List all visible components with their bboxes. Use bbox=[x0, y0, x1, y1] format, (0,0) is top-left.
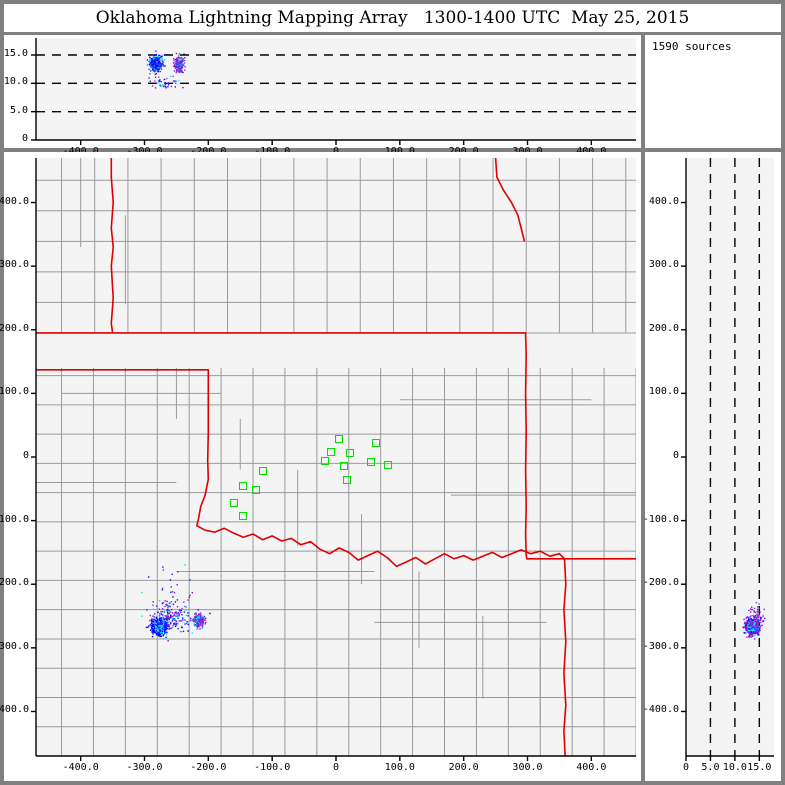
axis-tick-label: 10.0 bbox=[3, 76, 28, 88]
axis-tick-label: -100.0 bbox=[254, 762, 291, 773]
axis-tick-label: 100.0 bbox=[0, 386, 29, 398]
lma-station-marker bbox=[339, 461, 348, 470]
plan-view-map-plot bbox=[36, 158, 636, 756]
axis-tick-label: 200.0 bbox=[0, 322, 29, 334]
axis-tick-label: 200.0 bbox=[448, 762, 479, 773]
altitude-north-south-axes bbox=[681, 158, 774, 761]
axis-tick-label: 15.0 bbox=[3, 48, 28, 59]
lma-station-marker bbox=[258, 466, 267, 475]
axis-tick-label: 0 bbox=[333, 146, 339, 157]
axis-tick-label: -200.0 bbox=[190, 146, 226, 157]
axis-tick-label: -300.0 bbox=[126, 146, 162, 157]
lma-station-marker bbox=[343, 475, 352, 484]
plan-view-lightning-sources bbox=[141, 564, 211, 642]
axis-tick-label: 15.0 bbox=[747, 762, 772, 773]
axis-tick-label: 200.0 bbox=[449, 146, 479, 157]
axis-tick-label: -100.0 bbox=[0, 513, 29, 525]
axis-tick-label: -400.0 bbox=[63, 146, 99, 157]
axis-tick-label: 300.0 bbox=[648, 259, 679, 271]
axis-tick-label: -200.0 bbox=[642, 577, 679, 589]
axis-tick-label: -400.0 bbox=[0, 704, 29, 716]
axis-tick-label: -100.0 bbox=[642, 513, 679, 525]
axis-tick-label: -200.0 bbox=[190, 762, 227, 773]
lma-station-marker bbox=[384, 460, 393, 469]
axis-tick-label: 0 bbox=[672, 450, 679, 461]
county-and-state-boundaries bbox=[36, 158, 636, 756]
axis-tick-label: 0 bbox=[22, 450, 29, 461]
axis-tick-label: -300.0 bbox=[126, 762, 163, 773]
lma-station-marker bbox=[371, 439, 380, 447]
axis-tick-label: -400.0 bbox=[642, 704, 679, 716]
lma-station-marker bbox=[367, 458, 376, 467]
axis-tick-label: 100.0 bbox=[648, 386, 679, 398]
axis-tick-label: -200.0 bbox=[0, 577, 29, 589]
lma-station-marker bbox=[229, 498, 238, 507]
source-count-panel: 1590 sources bbox=[645, 35, 781, 148]
source-count-label: 1590 sources bbox=[652, 40, 732, 53]
axis-tick-label: -400.0 bbox=[62, 762, 99, 773]
axis-tick-label: 5.0 bbox=[9, 104, 28, 116]
altitude-north-south-plot bbox=[686, 158, 774, 756]
axis-tick-label: 400.0 bbox=[648, 195, 679, 207]
axis-tick-label: 400.0 bbox=[0, 195, 29, 207]
page-title: Oklahoma Lightning Mapping Array 1300-14… bbox=[95, 8, 690, 28]
plan-view-map-panel: -400.0 -300.0 -200.0 -100.0 0 100.0 200.0 300.0… bbox=[0, 152, 641, 781]
axis-tick-label: 300.0 bbox=[512, 762, 543, 773]
axis-tick-label: 0 bbox=[21, 133, 28, 144]
altitude-east-west-sources bbox=[36, 50, 636, 113]
axis-tick-label: -100.0 bbox=[254, 146, 290, 157]
axis-tick-label: 0 bbox=[332, 762, 340, 773]
axis-tick-label: 10.0 bbox=[722, 762, 747, 773]
axis-tick-label: 5.0 bbox=[701, 762, 720, 773]
axis-tick-label: 400.0 bbox=[576, 762, 607, 773]
altitude-north-south-panel: -400.0 -300.0 -200.0 -100.0 0 100.0 200.0 300.0… bbox=[642, 152, 781, 781]
axis-tick-label: 300.0 bbox=[0, 259, 29, 271]
axis-tick-label: 400.0 bbox=[576, 146, 606, 157]
altitude-east-west-plot bbox=[36, 38, 636, 140]
lma-station-marker bbox=[239, 511, 248, 520]
lma-station-marker bbox=[346, 449, 355, 458]
lma-station-marker bbox=[335, 435, 344, 444]
axis-tick-label: -300.0 bbox=[642, 640, 679, 652]
altitude-north-south-sources bbox=[709, 158, 766, 756]
axis-tick-label: 0 bbox=[682, 762, 690, 773]
plan-view-map-axes bbox=[31, 158, 636, 761]
axis-tick-label: 300.0 bbox=[512, 146, 542, 157]
lma-station-marker bbox=[239, 481, 248, 490]
altitude-east-west-axes bbox=[31, 38, 636, 145]
lma-station-marker bbox=[320, 456, 329, 465]
axis-tick-label: 200.0 bbox=[648, 322, 679, 334]
axis-tick-label: 100.0 bbox=[385, 146, 415, 157]
title-bar: Oklahoma Lightning Mapping Array 1300-14… bbox=[4, 4, 781, 32]
axis-tick-label: 100.0 bbox=[384, 762, 415, 773]
lma-station-marker bbox=[326, 447, 335, 456]
lma-station-marker bbox=[252, 486, 261, 495]
axis-tick-label: -300.0 bbox=[0, 640, 29, 652]
altitude-east-west-panel: 0 5.0 10.0 15.0 -400.0 -300.0 -200.0 -100.0 0 100… bbox=[3, 35, 641, 157]
